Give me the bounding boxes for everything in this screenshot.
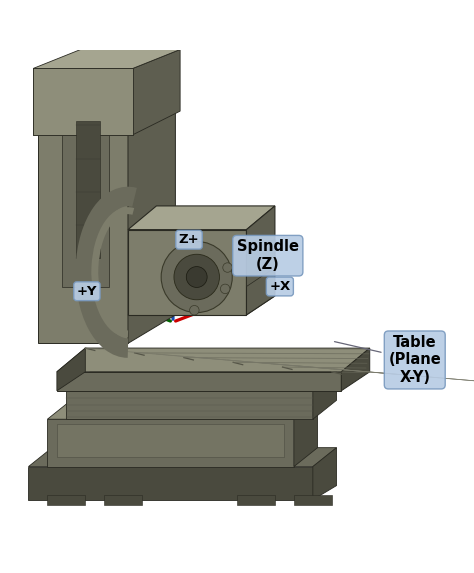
Polygon shape — [294, 401, 318, 466]
Polygon shape — [33, 49, 180, 68]
Polygon shape — [133, 49, 180, 135]
Polygon shape — [246, 206, 275, 315]
Circle shape — [161, 241, 232, 312]
Polygon shape — [128, 206, 275, 230]
Polygon shape — [128, 296, 275, 315]
Polygon shape — [237, 495, 275, 505]
Polygon shape — [57, 348, 370, 372]
Polygon shape — [47, 419, 294, 466]
Circle shape — [190, 305, 199, 315]
Polygon shape — [33, 68, 133, 135]
Polygon shape — [33, 68, 133, 135]
Polygon shape — [62, 107, 109, 286]
Polygon shape — [66, 391, 313, 419]
Polygon shape — [57, 348, 85, 391]
Circle shape — [220, 284, 230, 293]
Polygon shape — [76, 120, 100, 258]
Polygon shape — [28, 466, 313, 500]
Polygon shape — [128, 49, 175, 343]
Polygon shape — [294, 495, 332, 505]
Polygon shape — [66, 372, 337, 391]
Polygon shape — [341, 348, 370, 391]
Circle shape — [223, 263, 232, 272]
Polygon shape — [47, 495, 85, 505]
Polygon shape — [57, 424, 284, 457]
Polygon shape — [47, 401, 318, 419]
Polygon shape — [313, 372, 337, 419]
Polygon shape — [38, 68, 128, 343]
Circle shape — [186, 266, 207, 288]
Text: Z+: Z+ — [179, 233, 200, 246]
Polygon shape — [104, 495, 142, 505]
Text: Table
(Plane
X-Y): Table (Plane X-Y) — [335, 335, 441, 385]
Circle shape — [174, 254, 219, 300]
Polygon shape — [57, 372, 341, 391]
Polygon shape — [313, 448, 337, 500]
Text: +X: +X — [269, 280, 291, 293]
Polygon shape — [128, 230, 246, 315]
Polygon shape — [28, 448, 337, 466]
Polygon shape — [246, 239, 275, 286]
Text: Spindle
(Z): Spindle (Z) — [237, 240, 299, 272]
Text: +Y: +Y — [77, 285, 97, 298]
Polygon shape — [38, 49, 175, 68]
